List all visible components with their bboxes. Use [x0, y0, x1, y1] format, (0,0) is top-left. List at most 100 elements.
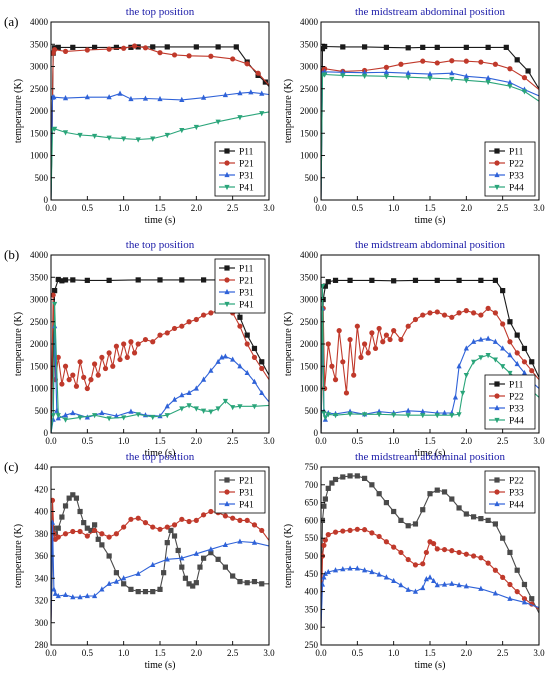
series-point: [171, 533, 178, 539]
series-point: [222, 541, 228, 547]
series-point: [321, 503, 327, 509]
series-point: [142, 589, 149, 595]
series-point: [329, 480, 335, 486]
series-point: [201, 512, 207, 518]
series-point: [456, 549, 462, 556]
series-point: [405, 413, 411, 419]
series-point: [121, 415, 127, 421]
series-point: [463, 373, 469, 379]
series-point: [84, 385, 90, 392]
series-point: [77, 359, 83, 365]
series-point: [70, 492, 76, 498]
series-point: [434, 413, 440, 419]
series-point: [347, 336, 353, 343]
series-point: [387, 336, 393, 343]
y-tick-label: 2500: [30, 84, 49, 94]
series-point: [405, 70, 411, 76]
x-tick-label: 2.0: [461, 203, 473, 213]
series-point: [237, 517, 243, 524]
series-point: [215, 44, 221, 50]
series-point: [179, 392, 185, 398]
series-point: [251, 378, 258, 384]
series-point: [259, 389, 265, 396]
x-tick-label: 2.5: [227, 436, 239, 446]
series-point: [514, 567, 520, 573]
series-point: [99, 409, 105, 416]
series-point: [456, 277, 462, 283]
chart-panel: the midstream abdominal position 0.0 0.5 1.…: [283, 239, 545, 459]
series-point: [62, 417, 69, 423]
series-point: [230, 515, 236, 521]
series-point: [441, 409, 448, 416]
series-point: [514, 360, 520, 367]
y-tick-label: 350: [305, 604, 319, 614]
legend-label: P41: [239, 501, 254, 511]
x-tick-label: 2.0: [461, 648, 473, 658]
series-point: [354, 565, 360, 571]
series-point: [434, 309, 440, 315]
series-point: [259, 365, 265, 372]
series-point: [164, 524, 170, 530]
series-point: [259, 111, 265, 117]
series-point: [434, 44, 440, 50]
series-point: [70, 528, 76, 535]
series-point: [456, 582, 462, 588]
series-point: [449, 314, 455, 320]
series-point: [325, 412, 331, 418]
legend-label: P21: [239, 477, 254, 487]
series-point: [168, 527, 174, 534]
series-point: [500, 535, 506, 541]
x-axis-label: time (s): [415, 448, 446, 459]
y-tick-label: 320: [35, 596, 49, 606]
series-point: [383, 332, 389, 338]
legend-marker: [224, 288, 230, 295]
series-point: [380, 339, 386, 345]
series-point: [478, 585, 484, 591]
series-point: [362, 412, 368, 418]
series-point: [507, 581, 513, 588]
series-point: [81, 520, 87, 526]
series-point: [208, 310, 214, 316]
series-point: [521, 89, 528, 95]
x-tick-label: 2.0: [191, 203, 203, 213]
x-tick-label: 2.0: [191, 436, 203, 446]
series-point: [92, 44, 98, 50]
series-point: [529, 368, 535, 374]
series-point: [391, 412, 397, 418]
series-point: [88, 377, 94, 383]
series-point: [113, 531, 119, 537]
series-point: [441, 546, 448, 553]
x-tick-label: 1.5: [424, 648, 436, 658]
x-tick-label: 3.0: [533, 648, 545, 658]
series-point: [248, 89, 254, 95]
series-point: [351, 372, 357, 378]
series-point: [336, 328, 342, 334]
series-point: [423, 576, 429, 582]
series-point: [340, 566, 346, 572]
y-tick-label: 2500: [300, 84, 319, 94]
y-tick-label: 1000: [300, 151, 319, 161]
series-point: [362, 73, 368, 79]
y-tick-label: 400: [35, 507, 49, 517]
series-point: [113, 343, 119, 349]
series-point: [322, 66, 328, 72]
y-tick-label: 1500: [30, 128, 49, 138]
panel-row-label: (a): [4, 14, 18, 29]
series-point: [201, 555, 207, 561]
x-tick-label: 1.5: [424, 203, 436, 213]
x-tick-label: 2.5: [227, 648, 239, 658]
series-point: [492, 310, 498, 316]
series-point: [142, 336, 149, 343]
series-point: [201, 408, 207, 414]
series-point: [398, 61, 404, 67]
series-point: [244, 341, 250, 347]
series-point: [106, 94, 112, 100]
series-point: [521, 359, 528, 365]
series-point: [51, 292, 56, 298]
series-point: [449, 413, 455, 419]
series-point: [362, 475, 368, 481]
series-point: [233, 44, 239, 50]
series-point: [99, 586, 105, 592]
x-tick-label: 1.5: [154, 648, 166, 658]
